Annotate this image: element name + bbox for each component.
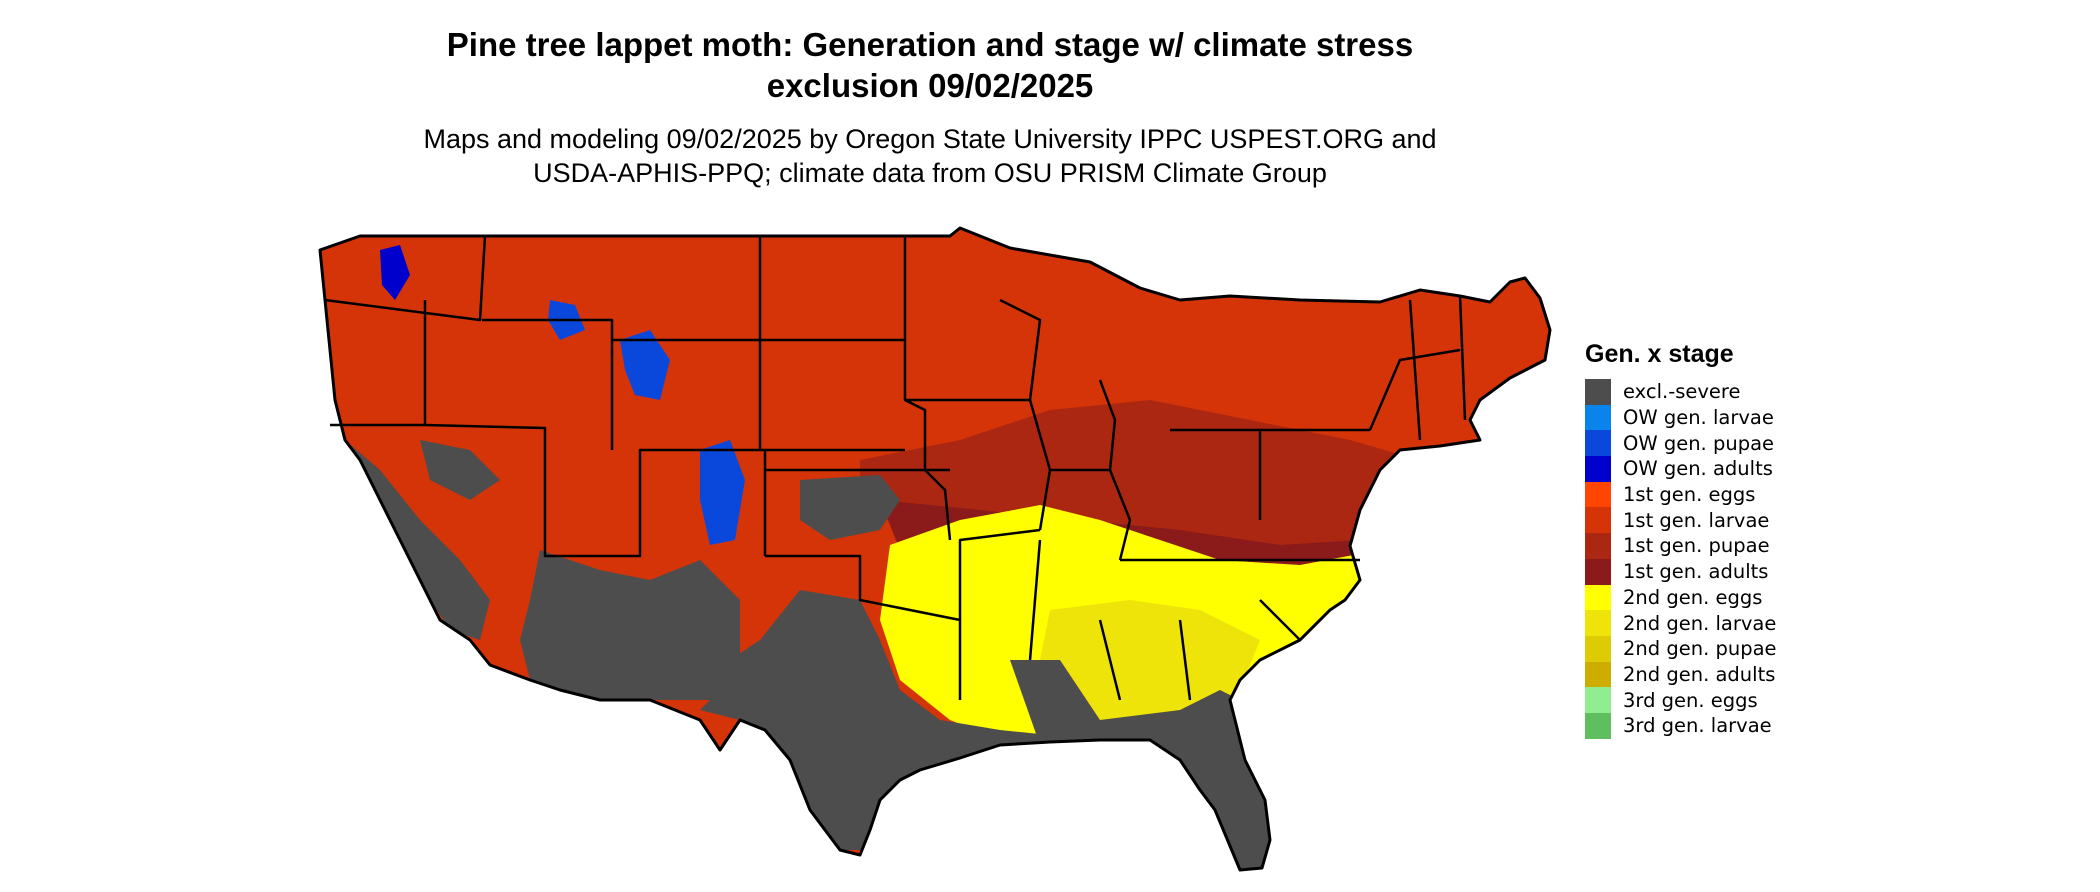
state-borders: [318, 226, 1552, 872]
legend-item-1st-pupae: 1st gen. pupae: [1585, 533, 1885, 559]
excluded-california-region: [345, 440, 490, 640]
legend-label: 1st gen. eggs: [1623, 483, 1756, 507]
legend-label: 1st gen. adults: [1623, 560, 1769, 584]
legend-swatch: [1585, 533, 1611, 559]
legend-title: Gen. x stage: [1585, 340, 1734, 368]
title-line-1: Pine tree lappet moth: Generation and st…: [446, 26, 1414, 63]
legend-item-1st-eggs: 1st gen. eggs: [1585, 481, 1885, 508]
legend-swatch: [1585, 558, 1611, 585]
legend-item-excl-severe: excl.-severe: [1585, 379, 1885, 405]
subtitle-line-1: Maps and modeling 09/02/2025 by Oregon S…: [423, 124, 1437, 154]
ow-gen-rockies-3: [380, 245, 410, 300]
legend-item-1st-larvae: 1st gen. larvae: [1585, 507, 1885, 534]
excluded-texas-region: [700, 590, 1050, 850]
legend-label: 3rd gen. eggs: [1623, 688, 1758, 712]
legend-item-2nd-adults: 2nd gen. adults: [1585, 661, 1885, 688]
map-title: Pine tree lappet moth: Generation and st…: [380, 24, 1480, 106]
legend-label: 1st gen. pupae: [1623, 534, 1770, 558]
legend-label: OW gen. larvae: [1623, 406, 1774, 430]
border-lines: [324, 235, 1467, 701]
legend-item-ow-larvae: OW gen. larvae: [1585, 404, 1885, 431]
legend-swatch: [1585, 584, 1611, 611]
legend: Gen. x stage excl.-severe OW gen. larvae…: [1585, 340, 1885, 739]
legend-label: 2nd gen. adults: [1623, 662, 1776, 686]
legend-swatch: [1585, 404, 1611, 431]
second-gen-larvae-region: [1040, 600, 1260, 725]
map-subtitle: Maps and modeling 09/02/2025 by Oregon S…: [380, 122, 1480, 190]
excluded-southwest-region: [520, 550, 740, 700]
legend-label: OW gen. pupae: [1623, 431, 1775, 455]
title-line-2: exclusion 09/02/2025: [766, 67, 1094, 104]
legend-label: OW gen. adults: [1623, 457, 1773, 481]
legend-item-2nd-larvae: 2nd gen. larvae: [1585, 610, 1885, 636]
legend-swatch: [1585, 635, 1611, 662]
legend-item-ow-adults: OW gen. adults: [1585, 456, 1885, 482]
country-outline: [318, 226, 1552, 872]
ow-gen-rockies-1: [620, 330, 670, 400]
legend-item-2nd-eggs: 2nd gen. eggs: [1585, 584, 1885, 611]
legend-item-3rd-eggs: 3rd gen. eggs: [1585, 687, 1885, 713]
legend-swatch: [1585, 712, 1611, 739]
ow-gen-rockies-2: [700, 440, 745, 545]
legend-label: 2nd gen. pupae: [1623, 637, 1777, 661]
legend-items: excl.-severe OW gen. larvae OW gen. pupa…: [1585, 379, 1885, 739]
legend-item-3rd-larvae: 3rd gen. larvae: [1585, 712, 1885, 739]
legend-item-ow-pupae: OW gen. pupae: [1585, 430, 1885, 457]
legend-item-1st-adults: 1st gen. adults: [1585, 558, 1885, 585]
excluded-nevada-region: [420, 440, 500, 500]
legend-swatch: [1585, 481, 1611, 508]
subtitle-line-2: USDA-APHIS-PPQ; climate data from OSU PR…: [533, 158, 1327, 188]
legend-swatch: [1585, 507, 1611, 534]
legend-label: excl.-severe: [1623, 380, 1741, 404]
excluded-gulf-region: [1010, 660, 1270, 870]
legend-item-2nd-pupae: 2nd gen. pupae: [1585, 635, 1885, 662]
legend-label: 2nd gen. eggs: [1623, 585, 1763, 609]
legend-swatch: [1585, 430, 1611, 457]
excluded-kansas-region: [800, 475, 900, 540]
legend-label: 3rd gen. larvae: [1623, 714, 1772, 738]
legend-swatch: [1585, 687, 1611, 713]
legend-swatch: [1585, 661, 1611, 688]
legend-swatch: [1585, 379, 1611, 405]
legend-swatch: [1585, 456, 1611, 482]
legend-swatch: [1585, 610, 1611, 636]
legend-label: 2nd gen. larvae: [1623, 611, 1777, 635]
legend-label: 1st gen. larvae: [1623, 508, 1770, 532]
